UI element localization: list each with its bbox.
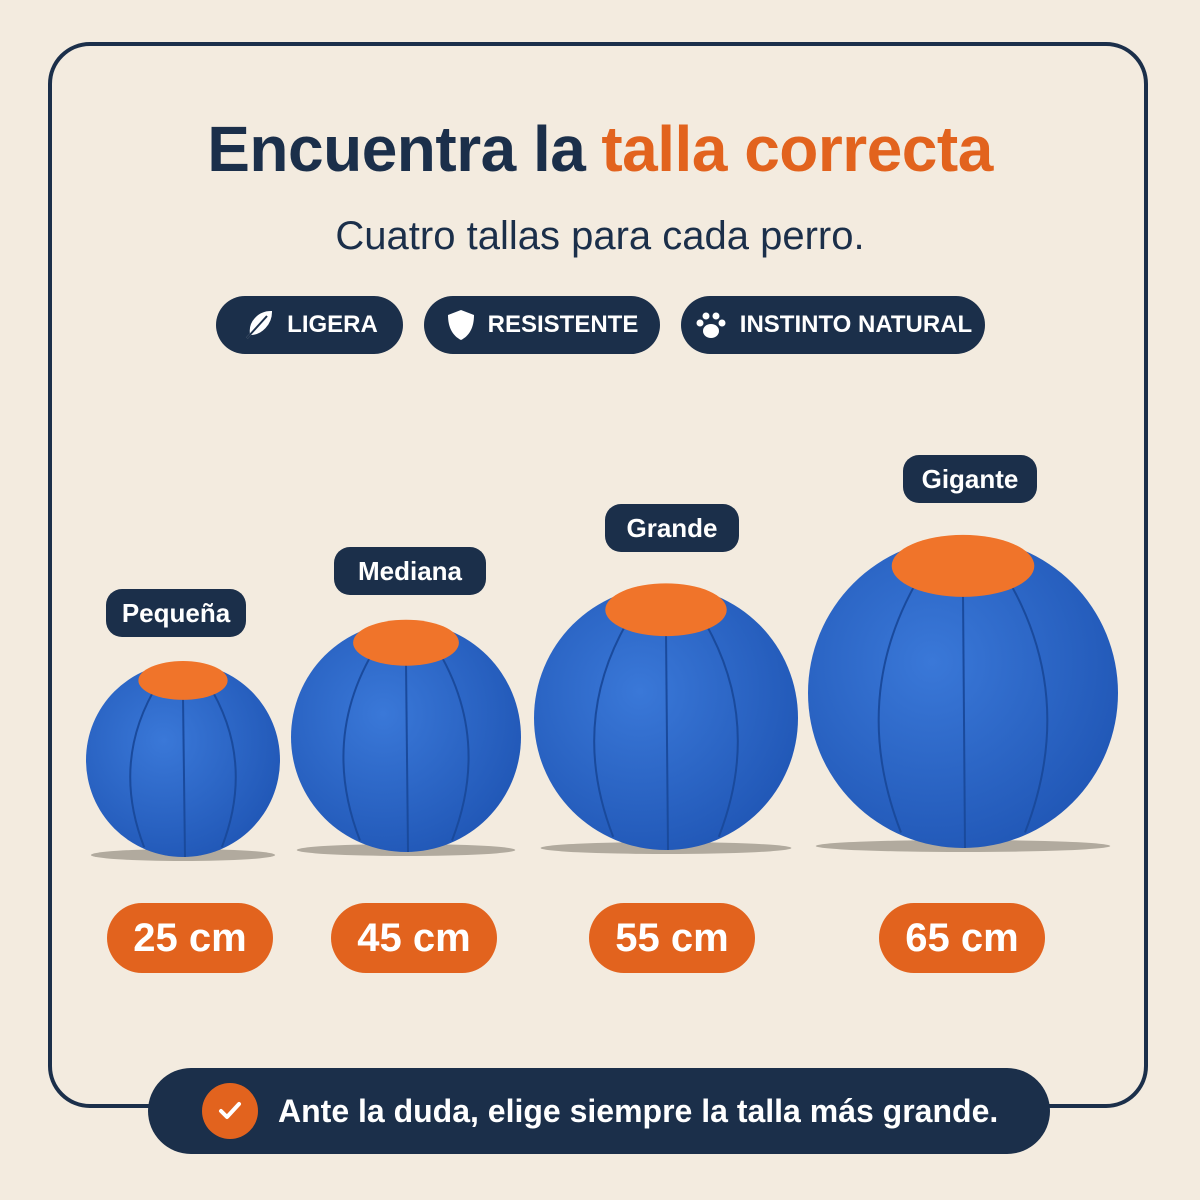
ball-seam bbox=[342, 644, 379, 841]
size-value: 55 cm bbox=[589, 903, 755, 973]
ball-seam bbox=[1000, 568, 1049, 833]
ball-seam bbox=[877, 568, 926, 833]
paw-icon bbox=[696, 312, 726, 338]
size-name: Pequeña bbox=[106, 589, 246, 637]
ball-seam bbox=[962, 592, 966, 849]
shield-icon bbox=[447, 310, 474, 340]
ball-seam bbox=[182, 696, 186, 858]
size-value: 45 cm bbox=[331, 903, 497, 973]
size-name: Gigante bbox=[903, 455, 1037, 503]
ball-seam bbox=[206, 681, 237, 848]
title-text: Encuentra la bbox=[207, 113, 586, 185]
ball-seam bbox=[665, 632, 669, 851]
footer-note: Ante la duda, elige siempre la talla más… bbox=[278, 1092, 999, 1129]
ball-seam bbox=[129, 681, 160, 848]
title-highlight: talla correcta bbox=[601, 113, 993, 185]
check-icon bbox=[202, 1083, 258, 1139]
feature-badge: INSTINTO NATURAL bbox=[681, 296, 985, 354]
feature-badge: RESISTENTE bbox=[424, 296, 660, 354]
ball-cap bbox=[891, 534, 1035, 597]
balls bbox=[86, 534, 1118, 861]
ball-seam bbox=[698, 611, 739, 838]
ball-cap bbox=[138, 661, 228, 700]
size-value: 65 cm bbox=[879, 903, 1045, 973]
title: Encuentra la talla correcta bbox=[0, 112, 1200, 186]
subtitle: Cuatro tallas para cada perro. bbox=[335, 214, 865, 258]
ball-seam bbox=[405, 662, 409, 853]
size-name: Mediana bbox=[334, 547, 486, 595]
size-name: Grande bbox=[605, 504, 739, 552]
feature-text: INSTINTO NATURAL bbox=[739, 311, 973, 338]
feature-text: LIGERA bbox=[287, 311, 378, 338]
ball-cap bbox=[353, 619, 459, 666]
feature-badge: LIGERA bbox=[216, 296, 403, 354]
ball-seam bbox=[593, 611, 634, 838]
size-value: 25 cm bbox=[107, 903, 273, 973]
feather-icon bbox=[246, 310, 273, 339]
ball-cap bbox=[605, 583, 727, 637]
footer-banner: Ante la duda, elige siempre la talla más… bbox=[148, 1068, 1050, 1154]
ball-seam bbox=[433, 644, 470, 841]
feature-text: RESISTENTE bbox=[487, 311, 639, 338]
